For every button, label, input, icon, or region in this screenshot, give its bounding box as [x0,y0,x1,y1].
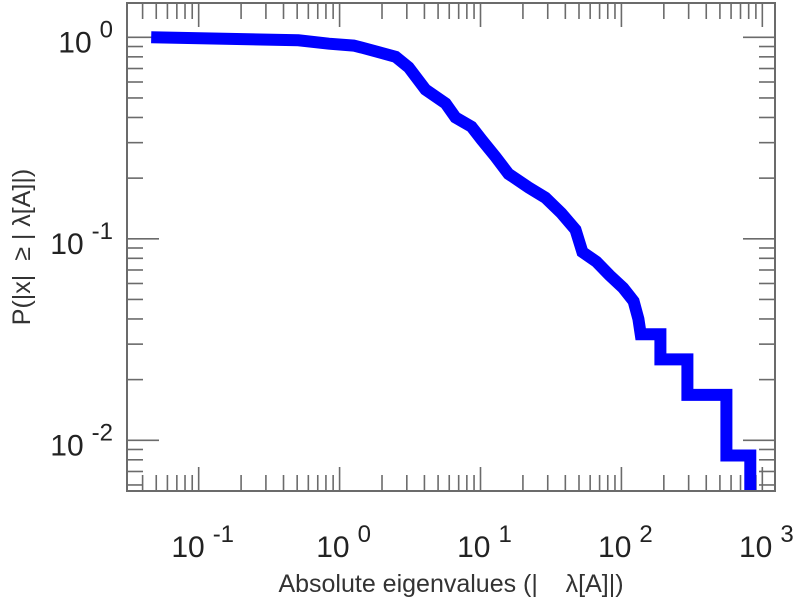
x-tick-label: 10 1 [457,521,512,564]
tick-exponent: 1 [499,521,512,548]
series-line-ccdf [151,31,757,491]
tick-exponent: 0 [358,521,371,548]
y-axis-label: P(|x| ≥ | λ[A]|) [8,169,36,325]
plot-frame [126,2,776,492]
tick-base: 10 [316,531,349,564]
tick-exponent: 0 [100,16,113,43]
tick-base: 10 [171,531,204,564]
tick-exponent: 2 [639,521,652,548]
tick-base: 10 [457,531,490,564]
tick-base: 10 [50,228,83,261]
tick-exponent: -1 [92,218,113,245]
x-tick-label: 10 2 [598,521,653,564]
tick-base: 10 [50,429,83,462]
tick-exponent: -2 [92,419,113,446]
y-tick-labels: 10 0 10 -1 10 -2 [50,16,113,462]
tick-exponent: 3 [780,521,793,548]
y-tick-label: 10 0 [58,16,113,59]
x-tick-label: 10 3 [739,521,794,564]
tick-base: 10 [739,531,772,564]
tick-exponent: -1 [213,521,234,548]
x-axis-label: Absolute eigenvalues (| λ[A]|) [278,570,623,598]
x-tick-label: 10 0 [316,521,371,564]
x-tick-label: 10 -1 [171,521,234,564]
x-tick-labels: 10 -1 10 0 10 1 10 2 10 3 [171,521,793,564]
axis-ticks [127,3,775,491]
tick-base: 10 [598,531,631,564]
y-tick-label: 10 -2 [50,419,113,462]
y-tick-label: 10 -1 [50,218,113,261]
tick-base: 10 [58,26,91,59]
